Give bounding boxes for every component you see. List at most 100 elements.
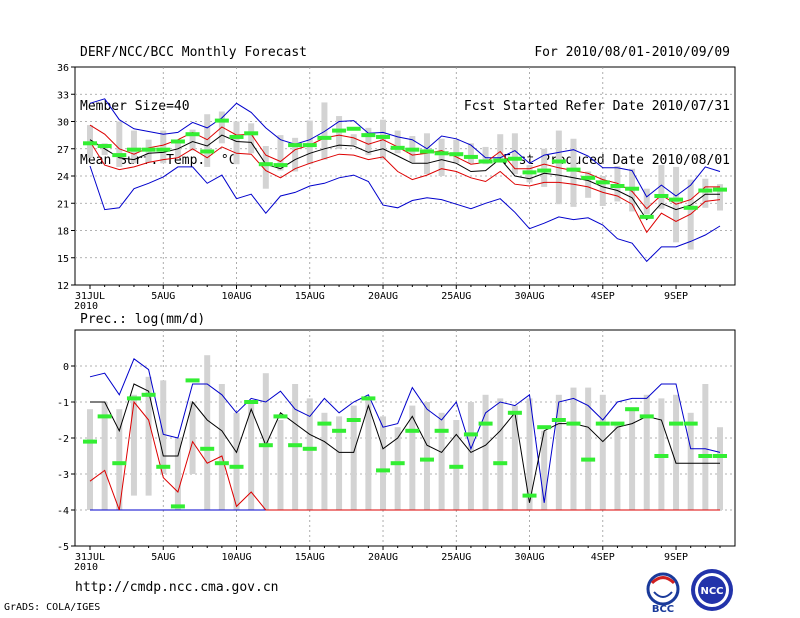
- prec-median-mark: [463, 432, 478, 437]
- temp-median-mark: [200, 149, 215, 154]
- prec-median-mark: [273, 414, 288, 419]
- prec-median-mark: [214, 461, 229, 466]
- prec-box: [233, 412, 240, 510]
- prec-median-mark: [200, 446, 215, 451]
- prec-median-mark: [156, 464, 171, 469]
- prec-box: [497, 398, 504, 510]
- temp-box: [702, 178, 709, 208]
- temp-median-mark: [214, 118, 229, 123]
- prec-y-tick-label: -5: [57, 542, 69, 553]
- temp-box: [292, 137, 299, 172]
- temp-box: [599, 176, 606, 206]
- temp-y-tick-label: 18: [57, 227, 69, 238]
- prec-median-mark: [346, 418, 361, 422]
- prec-box: [643, 394, 650, 510]
- prec-box: [174, 438, 181, 510]
- temp-median-mark: [376, 134, 391, 139]
- temp-median-mark: [229, 134, 244, 139]
- prec-box: [702, 384, 709, 510]
- prec-y-tick-label: -1: [57, 398, 69, 409]
- temp-box: [350, 134, 357, 146]
- prec-median-mark: [302, 446, 317, 451]
- temp-median-mark: [625, 186, 640, 191]
- prec-box: [262, 373, 269, 510]
- variable-label: Mean Surf. Temp.: °C: [80, 153, 237, 168]
- temp-y-tick-label: 21: [57, 199, 69, 210]
- temp-median-mark: [258, 162, 273, 167]
- prec-median-mark: [83, 439, 97, 444]
- temp-box: [570, 138, 577, 207]
- prec-box: [218, 384, 225, 510]
- temp-y-tick-label: 33: [57, 90, 69, 101]
- prec-median-mark: [332, 428, 347, 433]
- prec-box: [438, 412, 445, 510]
- prec-median-mark: [405, 428, 420, 433]
- prec-x-tick-label: 30AUG: [514, 552, 544, 563]
- temp-y-tick-label: 30: [57, 118, 69, 129]
- prec-box: [614, 423, 621, 510]
- prec-box: [687, 412, 694, 510]
- prec-x-year-label: 2010: [74, 562, 98, 573]
- temp-x-tick-label: 30AUG: [514, 291, 544, 302]
- prec-box: [116, 409, 123, 510]
- temp-median-mark: [669, 197, 684, 202]
- temp-median-mark: [346, 126, 361, 131]
- temp-median-mark: [273, 163, 288, 168]
- prec-median-mark: [185, 378, 200, 383]
- temp-median-mark: [713, 187, 727, 192]
- temp-median-mark: [566, 167, 581, 172]
- prec-box: [555, 394, 562, 510]
- temp-box: [204, 114, 211, 167]
- bcc-logo-icon: BCC: [646, 572, 680, 614]
- prec-box: [306, 398, 313, 510]
- prec-y-tick-label: -4: [57, 506, 69, 517]
- temp-lower-line: [89, 141, 721, 234]
- prec-median-mark: [639, 414, 654, 419]
- prec-box: [394, 427, 401, 510]
- prec-median-mark: [478, 421, 493, 426]
- prec-median-mark: [419, 457, 434, 462]
- prec-lower-line: [89, 400, 720, 511]
- prec-box: [321, 412, 328, 510]
- prec-y-tick-label: -3: [57, 470, 69, 481]
- temp-x-year-label: 2010: [74, 301, 98, 312]
- prec-max-line: [89, 358, 721, 503]
- website-url[interactable]: http://cmdp.ncc.cma.gov.cn: [75, 580, 279, 595]
- prec-median-mark: [581, 457, 596, 462]
- prec-median-mark: [434, 428, 449, 433]
- prec-median-mark: [551, 418, 566, 422]
- prec-median-mark: [258, 443, 273, 448]
- temp-box: [130, 130, 137, 164]
- prec-mean-line: [90, 383, 720, 503]
- temp-box: [497, 134, 504, 163]
- temp-box: [467, 143, 474, 164]
- temp-max-line: [89, 98, 721, 198]
- prec-box: [160, 380, 167, 474]
- temp-median-mark: [419, 149, 434, 154]
- forecast-period: For 2010/08/01-2010/09/09: [534, 45, 730, 60]
- temp-median-mark: [156, 147, 171, 152]
- temp-box: [365, 127, 372, 156]
- temp-box: [482, 146, 489, 165]
- temp-x-tick-label: 20AUG: [368, 291, 398, 302]
- prec-x-tick-label: 31JUL: [75, 552, 105, 563]
- temp-median-mark: [141, 147, 156, 152]
- prec-box: [130, 394, 137, 496]
- temp-median-mark: [507, 156, 522, 161]
- prec-box: [189, 402, 196, 474]
- prec-median-mark: [507, 410, 522, 415]
- temp-x-tick-label: 9SEP: [664, 291, 688, 302]
- prec-box: [482, 394, 489, 510]
- prec-median-mark: [493, 461, 508, 466]
- ncc-logo-text: NCC: [700, 586, 723, 597]
- prec-box: [717, 427, 723, 510]
- prec-box: [380, 416, 387, 510]
- temp-median-mark: [332, 128, 347, 133]
- prec-median-mark: [376, 468, 391, 473]
- temp-box: [585, 171, 592, 198]
- temp-x-tick-label: 15AUG: [295, 291, 325, 302]
- prec-box: [511, 405, 518, 510]
- temp-median-mark: [463, 154, 478, 159]
- temp-box: [541, 148, 548, 187]
